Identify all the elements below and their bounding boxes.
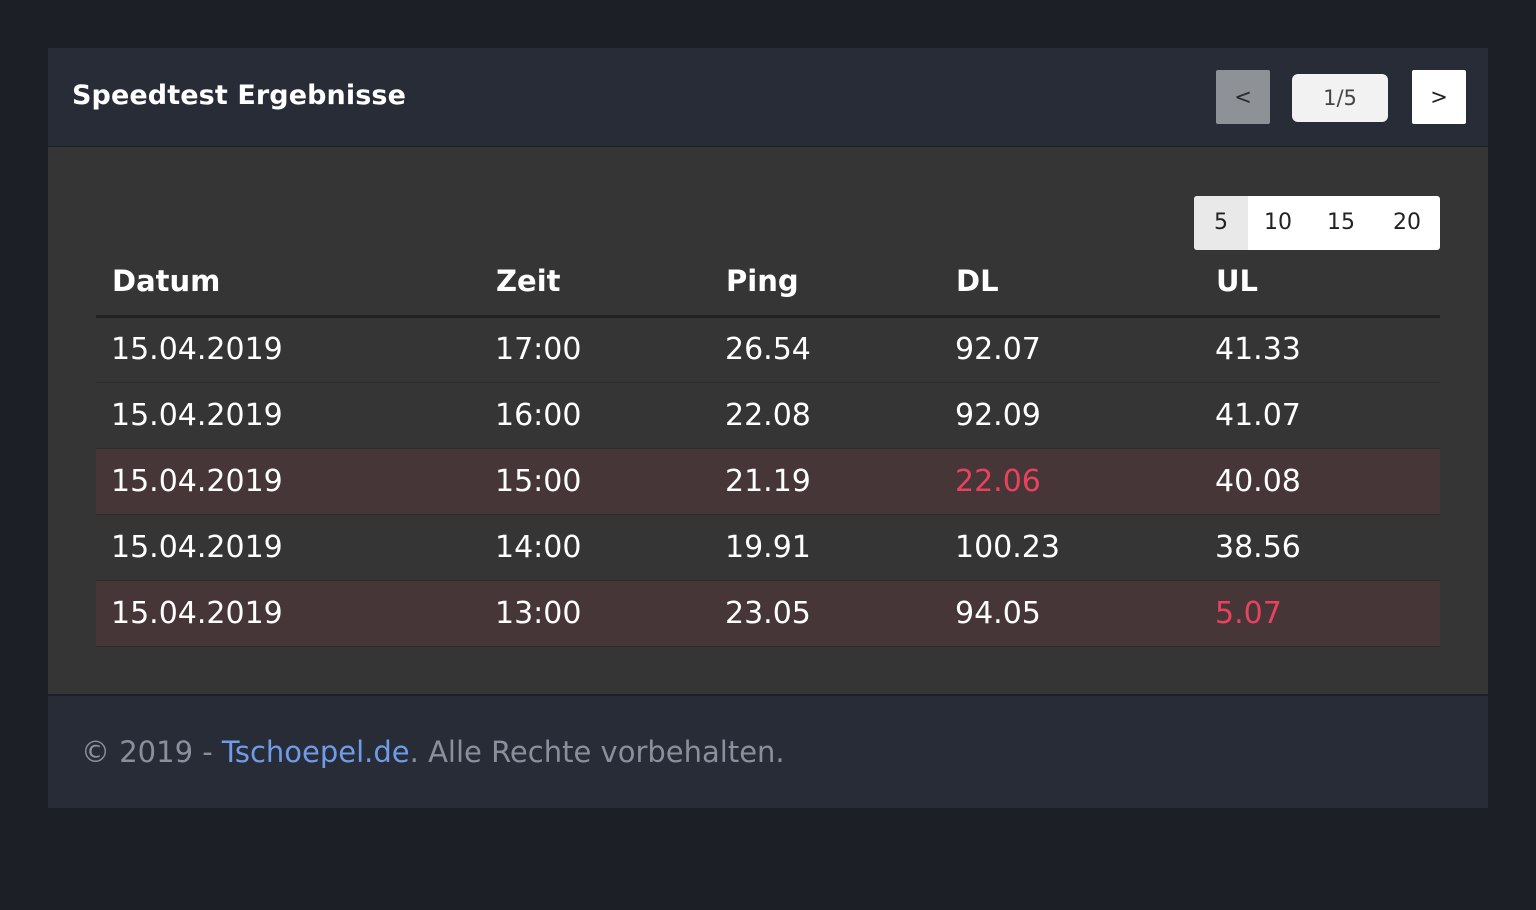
cell-ping: 23.05 <box>710 580 940 647</box>
cell-date: 15.04.2019 <box>96 448 480 515</box>
cell-time: 17:00 <box>480 316 710 383</box>
next-page-button[interactable]: > <box>1412 70 1466 124</box>
copyright-prefix: © 2019 - <box>81 735 222 769</box>
page-size-option-5[interactable]: 5 <box>1194 196 1248 250</box>
cell-ping: 22.08 <box>710 382 940 449</box>
cell-time: 14:00 <box>480 514 710 581</box>
cell-time: 16:00 <box>480 382 710 449</box>
cell-ping: 19.91 <box>710 514 940 581</box>
page-indicator: 1/5 <box>1292 74 1388 122</box>
column-header-ul: UL <box>1200 248 1440 318</box>
page-title: Speedtest Ergebnisse <box>72 80 406 111</box>
column-header-zeit: Zeit <box>480 248 710 318</box>
cell-ping: 21.19 <box>710 448 940 515</box>
cell-download: 92.09 <box>940 382 1200 449</box>
cell-download: 94.05 <box>940 580 1200 647</box>
page-size-selector: 5 10 15 20 <box>1194 196 1440 250</box>
cell-upload: 38.56 <box>1200 514 1440 581</box>
table-row: 15.04.2019 17:00 26.54 92.07 41.33 <box>96 316 1440 383</box>
page-size-option-10[interactable]: 10 <box>1264 210 1292 235</box>
cell-time: 15:00 <box>480 448 710 515</box>
column-header-ping: Ping <box>710 248 940 318</box>
column-header-dl: DL <box>940 248 1200 318</box>
cell-upload: 40.08 <box>1200 448 1440 515</box>
table-row: 15.04.2019 14:00 19.91 100.23 38.56 <box>96 514 1440 581</box>
table-header-row: Datum Zeit Ping DL UL <box>96 248 1440 318</box>
results-table: Datum Zeit Ping DL UL 15.04.2019 17:00 2… <box>96 248 1440 647</box>
cell-upload: 5.07 <box>1200 580 1440 647</box>
page-size-option-20[interactable]: 20 <box>1393 210 1421 235</box>
cell-time: 13:00 <box>480 580 710 647</box>
cell-download: 100.23 <box>940 514 1200 581</box>
speedtest-card: Speedtest Ergebnisse < 1/5 > 5 10 15 20 … <box>48 48 1488 808</box>
cell-date: 15.04.2019 <box>96 514 480 581</box>
cell-download: 92.07 <box>940 316 1200 383</box>
card-header: Speedtest Ergebnisse < 1/5 > <box>48 48 1488 147</box>
copyright-suffix: . Alle Rechte vorbehalten. <box>409 735 785 769</box>
footer-site-link[interactable]: Tschoepel.de <box>221 735 410 769</box>
column-header-datum: Datum <box>96 248 480 318</box>
cell-date: 15.04.2019 <box>96 316 480 383</box>
cell-upload: 41.33 <box>1200 316 1440 383</box>
cell-download: 22.06 <box>940 448 1200 515</box>
cell-ping: 26.54 <box>710 316 940 383</box>
table-row: 15.04.2019 13:00 23.05 94.05 5.07 <box>96 580 1440 647</box>
card-footer: © 2019 - Tschoepel.de. Alle Rechte vorbe… <box>48 694 1488 808</box>
copyright-notice: © 2019 - Tschoepel.de. Alle Rechte vorbe… <box>81 732 785 772</box>
table-row: 15.04.2019 15:00 21.19 22.06 40.08 <box>96 448 1440 515</box>
page-size-option-15[interactable]: 15 <box>1327 210 1355 235</box>
table-row: 15.04.2019 16:00 22.08 92.09 41.07 <box>96 382 1440 449</box>
cell-date: 15.04.2019 <box>96 382 480 449</box>
cell-upload: 41.07 <box>1200 382 1440 449</box>
previous-page-button[interactable]: < <box>1216 70 1270 124</box>
cell-date: 15.04.2019 <box>96 580 480 647</box>
